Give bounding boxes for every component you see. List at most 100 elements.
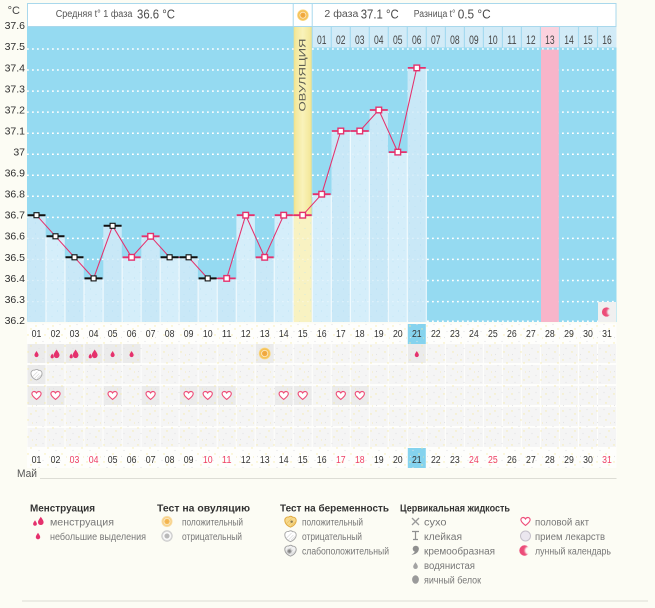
svg-text:17: 17: [336, 455, 346, 466]
svg-text:36.3: 36.3: [5, 294, 26, 306]
svg-text:02: 02: [51, 455, 61, 466]
svg-text:09: 09: [469, 35, 479, 47]
svg-text:15: 15: [583, 35, 593, 47]
svg-text:Тест на беременность: Тест на беременность: [280, 503, 390, 515]
svg-text:29: 29: [564, 329, 574, 340]
svg-text:20: 20: [393, 455, 403, 466]
svg-text:27: 27: [526, 329, 536, 340]
svg-text:36.7: 36.7: [5, 210, 26, 222]
svg-text:23: 23: [450, 329, 460, 340]
svg-text:положительный: положительный: [302, 518, 363, 529]
svg-text:37.6: 37.6: [5, 20, 26, 32]
svg-text:14: 14: [279, 455, 289, 466]
svg-text:06: 06: [412, 35, 422, 47]
svg-text:03: 03: [70, 455, 80, 466]
svg-text:21: 21: [412, 455, 422, 466]
svg-text:28: 28: [545, 329, 555, 340]
svg-text:21: 21: [412, 329, 422, 340]
svg-text:36.9: 36.9: [5, 168, 26, 180]
svg-text:13: 13: [260, 329, 270, 340]
svg-text:Май: Май: [17, 468, 37, 480]
svg-text:°C: °C: [8, 5, 20, 17]
svg-text:26: 26: [507, 329, 517, 340]
svg-text:03: 03: [355, 35, 365, 47]
svg-text:09: 09: [184, 455, 194, 466]
svg-text:01: 01: [32, 455, 42, 466]
svg-text:14: 14: [279, 329, 289, 340]
svg-text:25: 25: [488, 455, 498, 466]
svg-text:19: 19: [374, 329, 384, 340]
svg-text:10: 10: [203, 455, 213, 466]
svg-text:28: 28: [545, 455, 555, 466]
svg-text:Цервикальная жидкость: Цервикальная жидкость: [400, 503, 510, 515]
svg-text:01: 01: [32, 329, 42, 340]
svg-text:сухо: сухо: [424, 518, 447, 529]
svg-text:37.5: 37.5: [5, 41, 26, 53]
svg-text:24: 24: [469, 455, 479, 466]
svg-text:14: 14: [564, 35, 574, 47]
svg-text:29: 29: [564, 455, 574, 466]
svg-text:25: 25: [488, 329, 498, 340]
svg-text:37.4: 37.4: [5, 62, 26, 74]
svg-text:16: 16: [602, 35, 612, 47]
svg-text:11: 11: [222, 455, 232, 466]
svg-text:водянистая: водянистая: [424, 561, 475, 572]
svg-text:слабоположительный: слабоположительный: [302, 546, 389, 558]
svg-text:Менструация: Менструация: [30, 503, 95, 515]
svg-text:половой акт: половой акт: [535, 518, 589, 529]
svg-text:24: 24: [469, 329, 479, 340]
svg-text:20: 20: [393, 329, 403, 340]
svg-text:0.5 °C: 0.5 °C: [458, 7, 491, 22]
svg-text:15: 15: [298, 455, 308, 466]
svg-text:07: 07: [146, 455, 156, 466]
svg-text:10: 10: [203, 329, 213, 340]
svg-text:08: 08: [450, 35, 460, 47]
svg-text:01: 01: [317, 35, 327, 47]
svg-text:11: 11: [222, 329, 232, 340]
svg-text:30: 30: [583, 455, 593, 466]
svg-text:2 фаза: 2 фаза: [324, 8, 358, 20]
svg-text:Тест на овуляцию: Тест на овуляцию: [157, 503, 250, 515]
svg-text:05: 05: [108, 455, 118, 466]
svg-text:26: 26: [507, 455, 517, 466]
svg-text:23: 23: [450, 455, 460, 466]
svg-text:04: 04: [374, 35, 384, 47]
svg-text:прием лекарств: прием лекарств: [535, 532, 605, 543]
svg-text:яичный белок: яичный белок: [424, 575, 482, 587]
svg-text:18: 18: [355, 329, 365, 340]
svg-text:11: 11: [507, 35, 517, 47]
svg-text:22: 22: [431, 455, 441, 466]
svg-text:30: 30: [583, 329, 593, 340]
svg-text:13: 13: [545, 35, 555, 47]
svg-text:36.8: 36.8: [5, 189, 26, 201]
svg-text:лунный календарь: лунный календарь: [535, 547, 611, 558]
svg-text:Разница t°: Разница t°: [414, 9, 456, 20]
svg-text:07: 07: [431, 35, 441, 47]
svg-text:22: 22: [431, 329, 441, 340]
svg-text:17: 17: [336, 329, 346, 340]
svg-text:03: 03: [70, 329, 80, 340]
svg-text:16: 16: [317, 455, 327, 466]
svg-text:отрицательный: отрицательный: [182, 532, 242, 543]
svg-text:02: 02: [336, 35, 346, 47]
svg-text:37.3: 37.3: [5, 83, 26, 95]
svg-text:37.2: 37.2: [5, 104, 26, 116]
svg-text:клейкая: клейкая: [424, 532, 462, 543]
svg-text:12: 12: [526, 35, 536, 47]
svg-text:05: 05: [108, 329, 118, 340]
svg-text:ОВУЛЯЦИЯ: ОВУЛЯЦИЯ: [298, 38, 309, 111]
svg-text:36.6: 36.6: [5, 231, 26, 243]
svg-text:36.5: 36.5: [5, 252, 26, 264]
svg-text:небольшие выделения: небольшие выделения: [50, 531, 146, 543]
svg-text:36.4: 36.4: [5, 273, 26, 285]
svg-text:37.1: 37.1: [5, 126, 26, 138]
svg-text:06: 06: [127, 329, 137, 340]
svg-text:12: 12: [241, 329, 251, 340]
svg-text:36.6 °C: 36.6 °C: [137, 7, 175, 22]
svg-text:37.1 °C: 37.1 °C: [361, 7, 399, 22]
svg-text:06: 06: [127, 455, 137, 466]
svg-text:31: 31: [602, 329, 612, 340]
svg-text:09: 09: [184, 329, 194, 340]
svg-text:37: 37: [13, 147, 25, 159]
svg-text:менструация: менструация: [50, 518, 114, 529]
